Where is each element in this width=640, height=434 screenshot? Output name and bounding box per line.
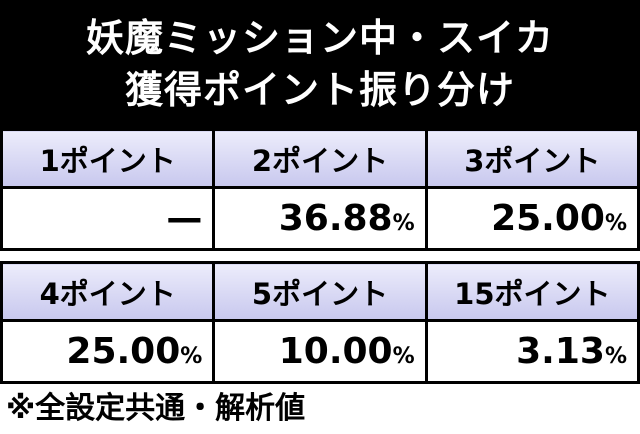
value-unit: %: [180, 344, 203, 369]
table: 4ポイント 5ポイント 15ポイント 25.00% 10.00% 3.13%: [0, 261, 640, 384]
header-cell: 5ポイント: [212, 261, 428, 322]
value-unit: %: [392, 211, 415, 236]
value-number: 36.88: [278, 198, 393, 239]
header-cell: 2ポイント: [212, 128, 428, 189]
value-cell: 25.00%: [424, 186, 640, 251]
value-row: 25.00% 10.00% 3.13%: [0, 319, 640, 384]
value-unit: %: [604, 344, 627, 369]
value-number: 10.00: [278, 331, 393, 372]
value-cell: 25.00%: [0, 319, 216, 384]
header-cell: 3ポイント: [424, 128, 640, 189]
title-line: 妖魔ミッション中・スイカ: [85, 16, 554, 60]
footer-note: ※全設定共通・解析値: [6, 391, 306, 426]
header-row: 1ポイント 2ポイント 3ポイント: [0, 128, 640, 189]
title-line: 獲得ポイント振り分け: [124, 68, 515, 112]
value-cell: —: [0, 186, 216, 251]
value-cell: 10.00%: [212, 319, 428, 384]
table: 1ポイント 2ポイント 3ポイント —36.88% 25.00%: [0, 128, 640, 251]
value-unit: %: [392, 344, 415, 369]
value-number: 25.00: [66, 331, 181, 372]
value-cell: 3.13%: [424, 319, 640, 384]
header-cell: 15ポイント: [424, 261, 640, 322]
value-number: 25.00: [491, 198, 605, 239]
value-number: —: [166, 198, 203, 239]
title-banner: 妖魔ミッション中・スイカ 獲得ポイント振り分け: [0, 0, 640, 128]
tables: 1ポイント 2ポイント 3ポイント —36.88% 25.00% 4ポイント 5ポイント 15…: [0, 128, 640, 384]
value-row: —36.88% 25.00%: [0, 186, 640, 251]
header-cell: 1ポイント: [0, 128, 216, 189]
value-number: 3.13: [516, 331, 605, 372]
value-cell: 36.88%: [212, 186, 428, 251]
header-row: 4ポイント 5ポイント 15ポイント: [0, 261, 640, 322]
gap: [0, 251, 640, 261]
header-cell: 4ポイント: [0, 261, 216, 322]
value-unit: %: [604, 211, 627, 236]
